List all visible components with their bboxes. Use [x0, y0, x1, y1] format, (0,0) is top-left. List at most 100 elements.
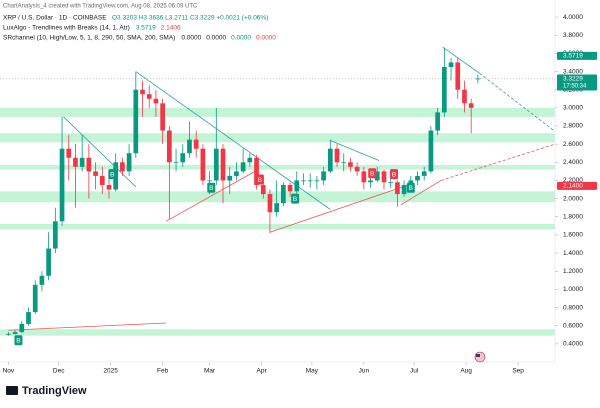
x-tick-label: Jul	[410, 368, 419, 375]
candle-body	[187, 139, 192, 154]
y-tick-label: 3.8000	[563, 32, 583, 39]
indicator-name: SRchannel (10, High/Low, 5, 1, 8, 290, 5…	[3, 35, 175, 42]
trendline	[8, 322, 167, 331]
indicator-value: 0.0000	[206, 35, 226, 42]
candle-body	[234, 171, 239, 176]
trendline	[442, 46, 480, 74]
price-label: 3.3229	[563, 75, 583, 82]
candle-body	[52, 221, 58, 249]
candle-body	[401, 185, 407, 195]
break-label: B	[258, 177, 262, 184]
candle-body	[32, 284, 38, 313]
y-tick-label: 1.2000	[563, 268, 583, 275]
candle-body	[327, 148, 333, 172]
logo-icon	[6, 386, 18, 395]
trendline	[479, 73, 556, 132]
plot-area: B B B B B B B B	[0, 46, 556, 346]
break-box	[207, 182, 216, 193]
candle-body	[247, 157, 253, 163]
candle-body	[126, 153, 132, 172]
x-tick-label: Nov	[3, 368, 15, 375]
credit: ChartAnalysis_4 created with TradingView…	[3, 4, 198, 10]
x-tick-label: Aug	[460, 368, 472, 375]
candle-body	[66, 148, 72, 158]
candle-body	[455, 62, 461, 90]
candle-body	[341, 162, 347, 164]
candle-body	[421, 171, 427, 176]
event-icon	[474, 351, 486, 363]
candle-body	[260, 185, 266, 195]
candle-body	[274, 203, 280, 213]
indicator-value: 0.0000	[256, 35, 276, 42]
y-tick-label: 1.4000	[563, 250, 583, 257]
candle-body	[106, 185, 112, 190]
break-label: B	[293, 196, 297, 203]
candle-body	[173, 162, 179, 164]
sr-zone	[0, 133, 555, 143]
candle-body	[46, 248, 51, 276]
indicator-value: 0.0000	[231, 35, 251, 42]
candle-body	[267, 194, 273, 213]
candle-body	[133, 89, 139, 154]
candle-body	[441, 67, 447, 113]
candle-body	[12, 332, 18, 334]
y-tick-label: 0.8000	[563, 304, 583, 311]
x-tick-label: Mar	[204, 368, 216, 375]
x-tick-label: Dec	[53, 368, 65, 375]
x-tick-label: Apr	[257, 368, 268, 375]
candle-body	[307, 180, 313, 182]
break-box	[368, 168, 377, 179]
candle-body	[314, 180, 320, 182]
sr-zone	[0, 107, 555, 117]
x-tick-label: Jun	[359, 368, 370, 375]
candle-body	[321, 171, 326, 181]
candle-body	[334, 148, 340, 163]
candle-body	[381, 171, 387, 183]
candle-body	[415, 175, 420, 181]
trendline	[63, 116, 137, 188]
indicator-value: 3.5719	[136, 25, 156, 32]
y-tick-label: 0.4000	[563, 341, 583, 348]
x-tick-label: 2025	[103, 368, 118, 375]
ohlc: O3.3203 H3.3636 L3.2711 C3.3229 +0.0021 …	[112, 15, 268, 22]
trendline	[400, 180, 442, 206]
candle-body	[254, 157, 259, 185]
break-box	[255, 174, 264, 185]
candle-body	[475, 78, 481, 80]
candle-body	[160, 103, 165, 131]
price-label: 2.1400	[563, 183, 583, 190]
indicator-name: LuxAlgo - Trendlines with Breaks (14, 1,…	[3, 25, 130, 32]
candle-body	[59, 148, 65, 222]
candle-body	[301, 180, 306, 182]
candle-body	[240, 162, 246, 172]
candle-body	[468, 103, 474, 108]
candle-body	[462, 89, 467, 104]
trendline	[269, 183, 411, 233]
break-box	[14, 335, 23, 346]
indicator-value: 0.0000	[181, 35, 201, 42]
candle-body	[6, 333, 11, 335]
y-tick-label: 3.4000	[563, 68, 583, 75]
y-tick-label: 1.8000	[563, 213, 583, 220]
candle-body	[73, 157, 78, 167]
candle-body	[26, 312, 31, 324]
candle-body	[220, 148, 226, 181]
candle-body	[281, 185, 286, 204]
break-box	[406, 182, 415, 193]
candle-body	[374, 171, 380, 181]
candle-body	[207, 180, 212, 182]
candle-body	[368, 180, 373, 183]
y-tick-label: 2.4000	[563, 159, 583, 166]
candle-body	[93, 171, 98, 176]
y-tick-label: 2.8000	[563, 123, 583, 130]
candle-body	[79, 157, 85, 167]
indicator-value: 2.1406	[161, 25, 181, 32]
sr-zone	[0, 165, 555, 170]
candle-body	[99, 175, 105, 185]
candle-body	[294, 180, 300, 192]
y-tick-label: 1.6000	[563, 232, 583, 239]
sr-zone	[0, 329, 555, 336]
break-label: B	[392, 171, 396, 178]
